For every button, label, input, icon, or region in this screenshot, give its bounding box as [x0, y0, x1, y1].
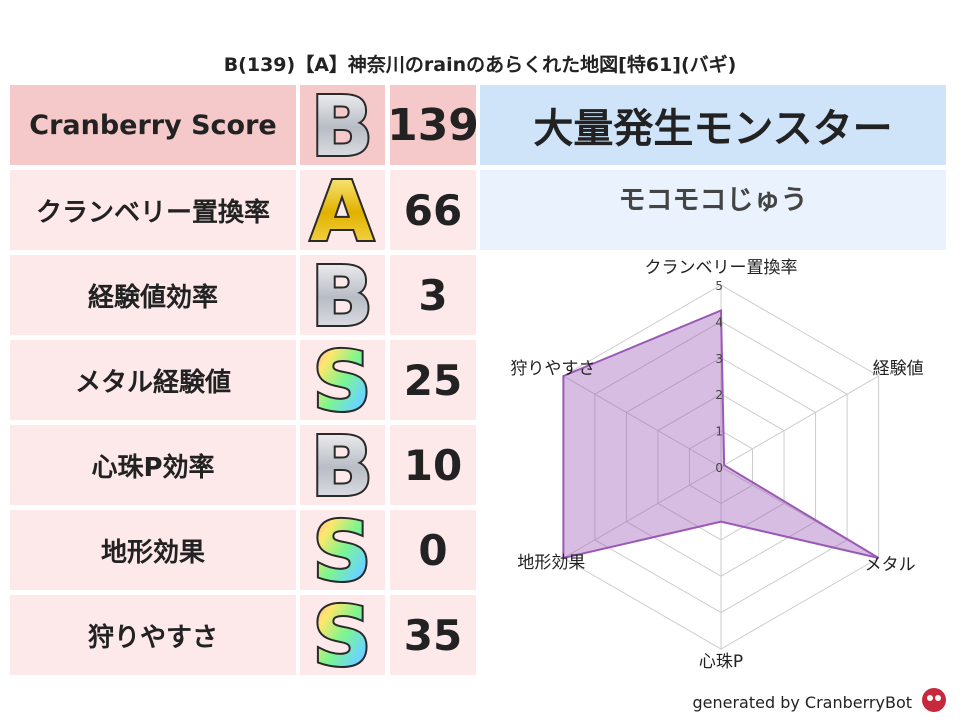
grade-letter: S	[312, 510, 371, 590]
axis-label: メタル	[865, 555, 916, 575]
row-label: Cranberry Score	[10, 85, 296, 165]
r-tick-label: 2	[715, 388, 723, 402]
grade-badge: A	[308, 170, 376, 250]
row-value: 0	[390, 510, 476, 590]
monster-header: 大量発生モンスター	[480, 85, 946, 165]
grade-cell: S	[300, 510, 385, 590]
r-tick-label: 0	[715, 461, 723, 475]
row-value: 66	[390, 170, 476, 250]
grade-badge: S	[310, 510, 373, 590]
grade-letter: B	[311, 425, 374, 505]
grade-letter: S	[312, 595, 371, 675]
row-label: 心珠P効率	[10, 425, 296, 505]
spoke	[720, 375, 879, 468]
footer: generated by CranberryBot	[692, 693, 912, 712]
grade-cell: S	[300, 340, 385, 420]
r-tick-label: 5	[715, 279, 723, 293]
r-tick-label: 1	[715, 425, 723, 439]
grade-cell: B	[300, 255, 385, 335]
row-value: 35	[390, 595, 476, 675]
page-title: B(139)【A】神奈川のrainのあらくれた地図[特61](バギ)	[223, 54, 737, 76]
bot-icon	[922, 688, 946, 712]
row-value: 10	[390, 425, 476, 505]
r-tick-label: 4	[715, 315, 723, 329]
grade-cell: B	[300, 85, 385, 165]
r-tick-label: 3	[715, 352, 723, 366]
grade-badge: B	[309, 255, 376, 335]
row-value: 25	[390, 340, 476, 420]
row-label: 経験値効率	[10, 255, 296, 335]
axis-label: 地形効果	[517, 553, 585, 573]
axis-label: 狩りやすさ	[510, 359, 595, 379]
row-label: メタル経験値	[10, 340, 296, 420]
row-label: 地形効果	[10, 510, 296, 590]
grade-letter: B	[311, 85, 374, 165]
monster-name: モコモコじゅう	[480, 170, 946, 250]
grade-badge: S	[310, 595, 373, 675]
spoke	[563, 466, 722, 559]
grade-letter: S	[312, 340, 371, 420]
axis-label: クランベリー置換率	[645, 258, 798, 278]
grade-cell: S	[300, 595, 385, 675]
grade-badge: B	[309, 425, 376, 505]
radar-area	[562, 308, 880, 560]
row-label: 狩りやすさ	[10, 595, 296, 675]
row-label: クランベリー置換率	[10, 170, 296, 250]
spoke	[563, 375, 722, 468]
grade-letter: B	[311, 255, 374, 335]
row-value: 139	[387, 85, 479, 165]
axis-label: 心珠P	[699, 652, 743, 672]
grade-cell: B	[300, 425, 385, 505]
axis-label: 経験値	[873, 359, 924, 379]
row-value: 3	[390, 255, 476, 335]
grade-cell: A	[300, 170, 385, 250]
grade-letter: A	[310, 170, 374, 250]
grade-badge: S	[310, 340, 373, 420]
grade-badge: B	[309, 85, 376, 165]
